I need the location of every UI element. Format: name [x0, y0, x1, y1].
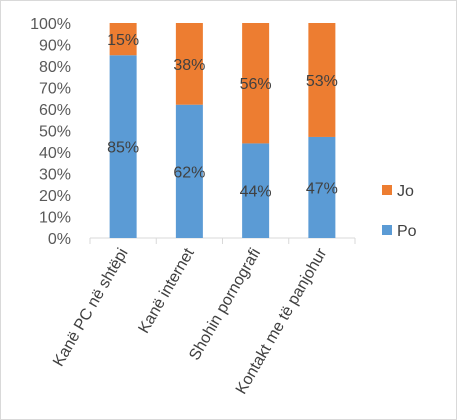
bar-jo-1	[175, 23, 203, 105]
y-tick-label: 80%	[39, 59, 71, 76]
data-label-jo: 56%	[240, 76, 272, 93]
legend-label-jo: Jo	[397, 183, 414, 200]
y-tick-label: 100%	[30, 16, 71, 33]
y-tick-label: 40%	[39, 145, 71, 162]
bar-po-2	[242, 143, 270, 238]
legend-swatch-po	[382, 225, 392, 235]
data-label-jo: 15%	[107, 32, 139, 49]
data-label-po: 85%	[107, 140, 139, 157]
data-label-po: 44%	[240, 184, 272, 201]
bar-po-0	[109, 55, 137, 238]
y-tick-label: 50%	[39, 124, 71, 141]
data-label-jo: 38%	[173, 57, 205, 74]
data-label-jo: 53%	[306, 73, 338, 90]
category-label: Shohin pornografi	[186, 246, 264, 364]
bar-po-3	[308, 136, 336, 238]
y-tick-label: 0%	[48, 231, 71, 248]
bar-jo-3	[308, 23, 336, 137]
y-tick-label: 60%	[39, 102, 71, 119]
y-tick-label: 10%	[39, 210, 71, 227]
y-tick-label: 70%	[39, 81, 71, 98]
category-label: Kanë internet	[136, 245, 199, 336]
y-tick-label: 20%	[39, 188, 71, 205]
bar-jo-0	[109, 23, 137, 56]
category-label: Kanë PC në shtëpi	[50, 246, 131, 370]
y-tick-label: 90%	[39, 38, 71, 55]
bar-po-1	[175, 104, 203, 238]
bar-jo-2	[242, 23, 270, 144]
data-label-po: 47%	[306, 180, 338, 197]
legend-label-po: Po	[397, 223, 417, 240]
legend-swatch-jo	[382, 185, 392, 195]
data-label-po: 62%	[173, 164, 205, 181]
y-tick-label: 30%	[39, 167, 71, 184]
